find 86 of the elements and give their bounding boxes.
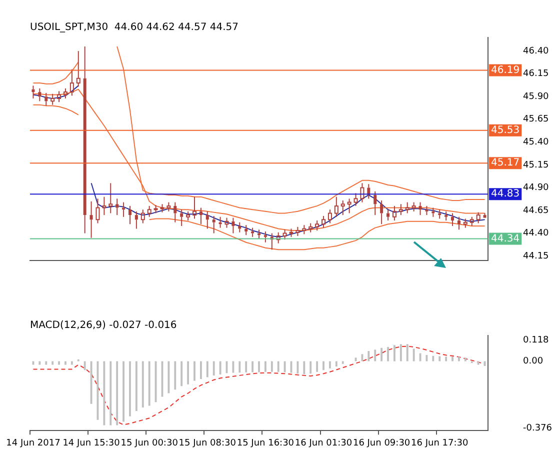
ref-line-label: 45.53 <box>491 124 520 136</box>
candlestick <box>392 205 396 222</box>
y-tick-label: 44.15 <box>523 251 549 262</box>
y-tick-label: 45.90 <box>523 92 550 102</box>
y-tick-label: 46.15 <box>523 69 549 80</box>
x-tick-label: 16 Jun 09:30 <box>352 438 410 448</box>
candlestick <box>224 217 229 228</box>
candlestick <box>418 202 422 216</box>
candlestick <box>476 212 480 224</box>
candlestick <box>386 209 390 222</box>
x-tick-label: 14 Jun 2017 <box>6 438 60 448</box>
y-tick-label: -0.376 <box>523 423 552 434</box>
candlestick <box>212 215 216 234</box>
y-tick-label: 45.40 <box>523 138 550 148</box>
candlestick <box>412 202 416 212</box>
candlestick <box>206 210 209 230</box>
candlestick <box>38 88 42 102</box>
candlestick <box>380 200 384 225</box>
candlestick <box>180 209 184 226</box>
candlestick <box>76 50 80 88</box>
x-tick-label: 15 Jun 08:30 <box>178 438 236 448</box>
y-tick-label: 44.40 <box>523 228 550 239</box>
candlestick <box>44 92 48 106</box>
x-tick-label: 16 Jun 01:30 <box>294 438 352 448</box>
candlestick <box>166 202 171 212</box>
chart-title: MACD(12,26,9) -0.027 -0.016 <box>30 320 177 331</box>
candlestick <box>83 46 86 234</box>
candlestick <box>232 217 235 234</box>
candlestick <box>322 215 326 228</box>
y-tick-label: 44.90 <box>523 183 550 194</box>
ref-line-label: 44.83 <box>491 188 520 200</box>
candlestick <box>199 207 202 225</box>
y-tick-label: 45.65 <box>523 114 549 125</box>
candlestick <box>347 198 352 214</box>
candlestick <box>457 216 460 230</box>
candlestick <box>463 218 468 228</box>
chart-title: USOIL_SPT,M30 44.60 44.62 44.57 44.57 <box>30 22 238 33</box>
candlestick <box>444 210 448 222</box>
candlestick <box>70 68 74 96</box>
candlestick <box>192 196 196 220</box>
x-tick-label: 16 Jun 17:30 <box>411 438 468 448</box>
ref-line-label: 45.17 <box>491 158 520 169</box>
candlestick <box>140 209 145 224</box>
candlestick <box>57 90 62 103</box>
x-tick-label: 14 Jun 15:30 <box>62 438 120 448</box>
ref-line-label: 46.19 <box>491 64 520 76</box>
candlestick <box>328 209 332 224</box>
y-tick-label: 0.00 <box>523 356 544 367</box>
y-tick-label: 46.40 <box>523 46 550 56</box>
candlestick <box>251 227 254 238</box>
candlestick <box>315 220 320 232</box>
x-tick-label: 15 Jun 00:30 <box>120 438 178 448</box>
candlestick <box>32 85 35 99</box>
candlestick <box>405 202 410 214</box>
candlestick <box>438 209 442 220</box>
candlestick <box>63 88 68 99</box>
candlestick <box>296 226 300 237</box>
candlestick <box>425 205 428 216</box>
y-tick-label: 45.15 <box>523 160 549 170</box>
y-tick-label: 0.118 <box>523 336 550 346</box>
candlestick <box>302 224 306 235</box>
candlestick <box>238 222 242 233</box>
candlestick <box>340 200 345 216</box>
candlestick <box>147 205 152 218</box>
candlestick <box>102 196 106 216</box>
y-tick-label: 44.65 <box>523 206 549 216</box>
candlestick <box>90 200 93 238</box>
candlestick <box>50 93 55 106</box>
candlestick <box>96 198 100 224</box>
candlestick <box>470 216 474 226</box>
candlestick <box>244 224 248 236</box>
candlestick <box>308 222 313 233</box>
candlestick <box>174 202 177 223</box>
x-tick-label: 15 Jun 16:30 <box>236 438 294 448</box>
candlestick <box>108 182 113 214</box>
candlestick <box>116 198 119 216</box>
candlestick <box>134 210 138 230</box>
ref-line-label: 44.34 <box>491 233 520 244</box>
candlestick <box>186 210 190 222</box>
candlestick <box>451 212 454 226</box>
candlestick <box>360 182 364 203</box>
candlestick <box>398 204 403 216</box>
candlestick <box>367 184 370 200</box>
candlestick <box>128 205 132 225</box>
candlestick <box>334 196 338 218</box>
candlestick <box>276 232 280 244</box>
